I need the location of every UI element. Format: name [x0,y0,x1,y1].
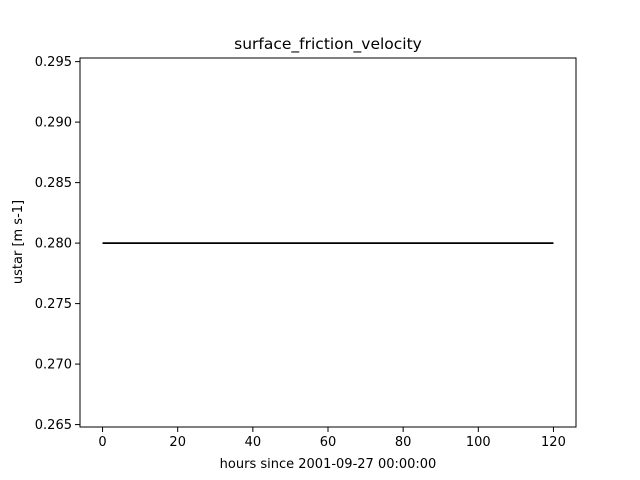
y-axis: 0.265 0.270 0.275 0.280 0.285 0.290 0.295 [35,55,80,433]
x-tick-label: 120 [541,435,566,450]
y-axis-label: ustar [m s-1] [11,200,26,284]
x-tick-label: 0 [98,435,106,450]
x-tick-label: 60 [320,435,337,450]
x-tick-label: 100 [466,435,491,450]
y-tick-label: 0.280 [35,237,72,252]
x-tick-label: 40 [245,435,262,450]
y-tick-label: 0.295 [35,55,72,70]
chart-title: surface_friction_velocity [234,35,422,54]
y-tick-label: 0.285 [35,176,72,191]
x-axis: 0 20 40 60 80 100 120 [98,427,566,450]
y-tick-label: 0.290 [35,116,72,131]
y-tick-label: 0.275 [35,297,72,312]
axes-frame [79,57,577,428]
x-tick-label: 20 [169,435,186,450]
x-tick-label: 80 [395,435,412,450]
x-axis-label: hours since 2001-09-27 00:00:00 [220,457,437,472]
y-tick-label: 0.270 [35,358,72,373]
y-tick-label: 0.265 [35,418,72,433]
